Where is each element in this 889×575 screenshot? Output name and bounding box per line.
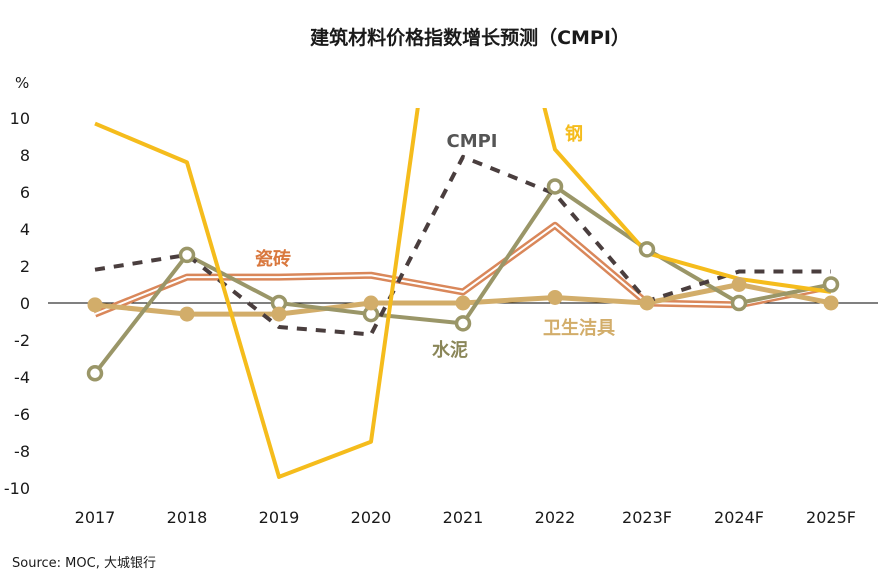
- y-tick-label: 10: [10, 109, 30, 128]
- x-tick-label: 2023F: [622, 508, 672, 527]
- cement-point: [86, 365, 104, 382]
- source-note: Source: MOC, 大城银行: [12, 556, 156, 571]
- x-tick-label: 2025F: [806, 508, 856, 527]
- tile-series-line-inner: [94, 224, 832, 316]
- cement-point: [638, 241, 656, 258]
- y-tick-label: -10: [4, 479, 30, 498]
- sanitary-point: [547, 289, 563, 305]
- series-layer: [86, 108, 840, 479]
- x-tick-label: 2024F: [714, 508, 764, 527]
- y-tick-label: -6: [14, 405, 30, 424]
- y-tick-label: 2: [20, 257, 30, 276]
- x-tick-label: 2017: [75, 508, 116, 527]
- cement-point: [822, 276, 840, 293]
- y-tick-label: -8: [14, 442, 30, 461]
- sanitary-point: [455, 295, 471, 311]
- y-tick-labels: 10 8 6 4 2 0 -2 -4 -6 -8 -10: [4, 109, 30, 498]
- cement-point: [454, 315, 472, 332]
- x-tick-label: 2022: [535, 508, 576, 527]
- y-tick-label: 6: [20, 183, 30, 202]
- y-tick-label: 0: [20, 294, 30, 313]
- x-tick-label: 2020: [351, 508, 392, 527]
- x-tick-label: 2021: [443, 508, 484, 527]
- sanitary-point: [731, 277, 747, 292]
- y-axis-unit: %: [15, 74, 29, 92]
- series-label: 钢: [565, 123, 583, 145]
- y-tick-label: -2: [14, 331, 30, 350]
- cement-point: [546, 178, 564, 195]
- x-tick-label: 2019: [259, 508, 300, 527]
- series-label: CMPI: [446, 131, 497, 152]
- cement-point: [730, 294, 748, 312]
- series-label: 水泥: [432, 339, 468, 361]
- y-tick-label: 4: [20, 220, 30, 239]
- sanitary-point: [823, 295, 839, 311]
- x-tick-label: 2018: [167, 508, 208, 527]
- sanitary-point: [87, 297, 103, 313]
- chart-title: 建筑材料价格指数增长预测（CMPI）: [310, 26, 630, 49]
- sanitary-point: [639, 295, 655, 311]
- sanitary-point: [363, 295, 379, 311]
- sanitary-point: [179, 306, 195, 322]
- series-label: 卫生洁具: [543, 317, 615, 339]
- steel-series-line: [94, 108, 832, 479]
- x-tick-labels: 2017 2018 2019 2020 2021 2022 2023F 2024F 2025F: [75, 508, 856, 527]
- cement-point: [178, 246, 196, 264]
- sanitary-point: [271, 306, 287, 322]
- y-tick-label: -4: [14, 368, 30, 387]
- y-tick-label: 8: [20, 146, 30, 165]
- cmpi-series-line: [94, 154, 831, 337]
- series-label: 瓷砖: [255, 248, 291, 270]
